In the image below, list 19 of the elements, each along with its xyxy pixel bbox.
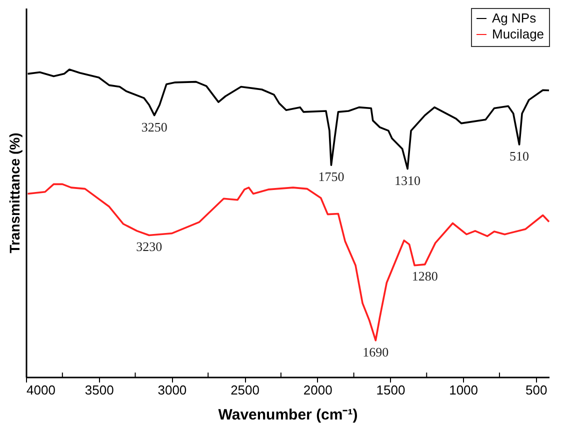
x-tick-label: 1500	[376, 382, 406, 398]
x-tick-label: 4000	[26, 382, 56, 398]
annotation: 1310	[394, 172, 421, 188]
annotation: 1280	[412, 268, 438, 284]
annotation: 1690	[362, 344, 389, 360]
annotation: 3250	[141, 119, 168, 134]
legend-label: Ag NPs	[492, 10, 537, 26]
annotation: 3230	[136, 239, 162, 254]
annotation: 510	[510, 148, 530, 164]
x-tick-label: 2000	[303, 382, 332, 398]
legend-label: Mucilage	[492, 26, 544, 42]
annotation: 1750	[318, 169, 344, 184]
x-tick-label: 2500	[230, 382, 260, 398]
x-tick-label: 3000	[158, 382, 187, 398]
y-axis-title: Transmittance (%)	[6, 132, 22, 254]
x-axis-title: Wavenumber (cm⁻¹)	[218, 406, 358, 424]
x-tick-label: 1000	[449, 382, 478, 398]
x-tick-label: 500	[526, 382, 548, 398]
x-tick-label: 3500	[84, 382, 114, 398]
